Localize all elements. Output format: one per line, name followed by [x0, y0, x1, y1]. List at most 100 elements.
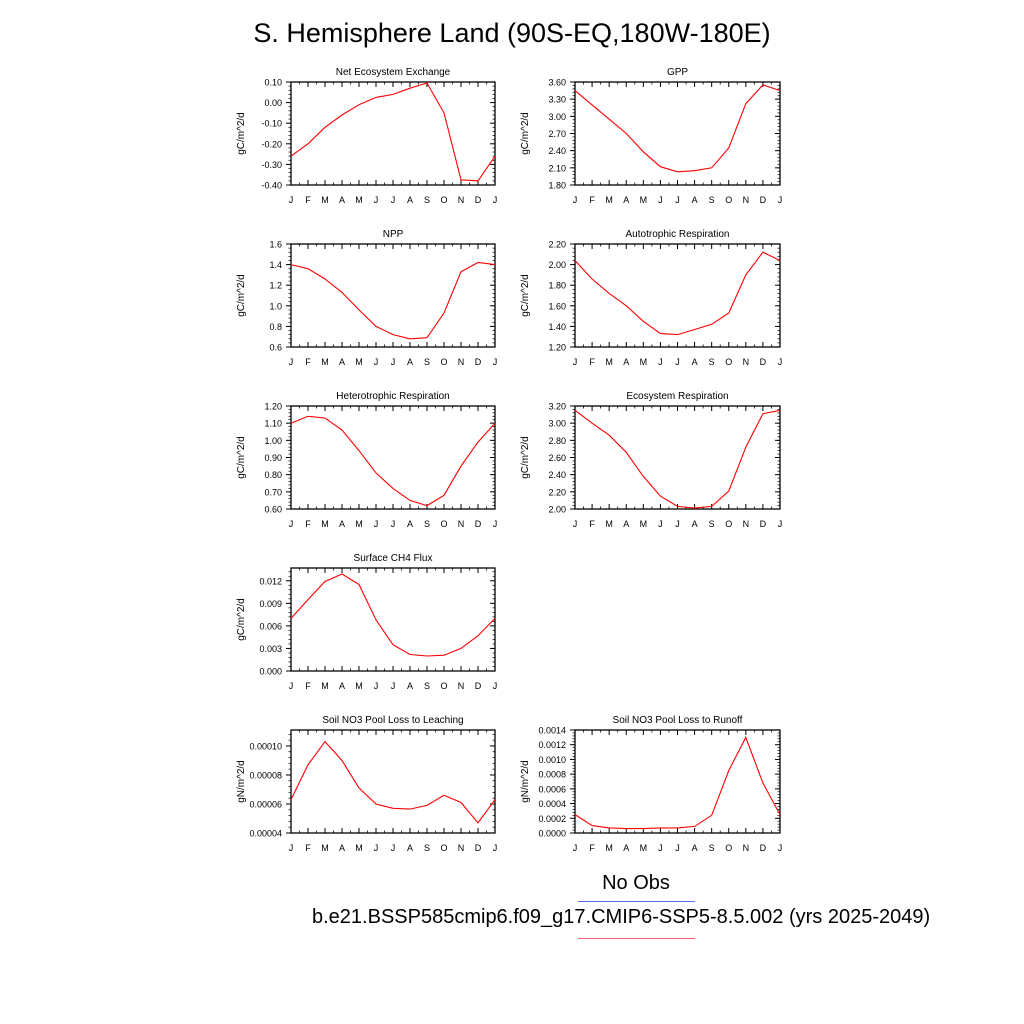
y-tick-label: 1.0 — [269, 301, 282, 311]
x-tick-label: A — [692, 843, 698, 853]
y-tick-label: 1.2 — [269, 281, 282, 291]
x-tick-label: A — [339, 681, 345, 691]
x-tick-label: A — [407, 843, 413, 853]
x-tick-label: O — [440, 519, 447, 529]
plot-frame — [290, 81, 496, 186]
x-tick-label: N — [743, 195, 750, 205]
x-tick-label: D — [760, 195, 767, 205]
x-tick-label: S — [424, 843, 430, 853]
y-tick-label: 1.40 — [548, 322, 566, 332]
y-tick-label: 0.00 — [264, 98, 282, 108]
series-line — [290, 415, 496, 507]
y-axis-label: gC/m^2/d — [236, 598, 247, 641]
chart-title: NPP — [383, 229, 404, 240]
x-tick-label: J — [374, 681, 379, 691]
y-tick-label: 1.20 — [264, 402, 282, 412]
x-tick-label: O — [725, 195, 732, 205]
x-tick-label: O — [725, 843, 732, 853]
plot-frame — [290, 405, 496, 510]
chart-title: Autotrophic Respiration — [626, 229, 730, 240]
x-tick-label: A — [692, 357, 698, 367]
y-tick-label: 3.00 — [548, 112, 566, 122]
x-tick-label: J — [493, 357, 498, 367]
y-tick-label: 2.40 — [548, 146, 566, 156]
x-tick-label: J — [573, 357, 578, 367]
x-tick-label: N — [743, 843, 750, 853]
y-tick-label: 2.00 — [548, 505, 566, 515]
chart-title: Surface CH4 Flux — [354, 553, 433, 564]
y-tick-label: 3.30 — [548, 95, 566, 105]
x-tick-label: D — [475, 195, 482, 205]
series-line — [574, 84, 781, 173]
x-tick-label: N — [458, 357, 465, 367]
x-tick-label: D — [760, 357, 767, 367]
y-tick-label: -0.40 — [261, 181, 282, 191]
y-tick-label: 0.0002 — [538, 814, 566, 824]
x-tick-label: F — [305, 681, 311, 691]
x-tick-label: O — [440, 843, 447, 853]
y-tick-label: 1.6 — [269, 240, 282, 250]
x-tick-label: O — [440, 681, 447, 691]
x-tick-label: M — [321, 357, 329, 367]
x-tick-label: N — [458, 519, 465, 529]
x-tick-label: F — [305, 195, 311, 205]
chart-title: Soil NO3 Pool Loss to Leaching — [322, 715, 463, 726]
x-tick-label: M — [321, 843, 329, 853]
plot-frame — [290, 243, 496, 348]
x-tick-label: J — [675, 357, 680, 367]
x-tick-label: M — [605, 357, 613, 367]
y-tick-label: 0.012 — [259, 576, 282, 586]
x-tick-label: M — [640, 195, 648, 205]
x-tick-label: A — [339, 357, 345, 367]
y-tick-label: 0.0012 — [538, 740, 566, 750]
x-tick-label: D — [760, 843, 767, 853]
x-tick-label: J — [391, 519, 396, 529]
x-tick-label: J — [675, 195, 680, 205]
y-axis-label: gC/m^2/d — [236, 112, 247, 155]
x-tick-label: A — [407, 357, 413, 367]
y-tick-label: 0.003 — [259, 644, 282, 654]
x-tick-label: M — [355, 843, 363, 853]
chart-title: GPP — [667, 67, 688, 78]
y-axis-label: gN/m^2/d — [520, 760, 531, 803]
y-tick-label: 2.20 — [548, 487, 566, 497]
x-tick-label: N — [458, 195, 465, 205]
y-tick-label: 1.80 — [548, 281, 566, 291]
x-tick-label: S — [424, 519, 430, 529]
y-tick-label: 1.80 — [548, 181, 566, 191]
x-tick-label: D — [475, 357, 482, 367]
y-tick-label: 2.00 — [548, 260, 566, 270]
x-tick-label: J — [573, 843, 578, 853]
x-tick-label: O — [725, 357, 732, 367]
y-tick-label: 0.00004 — [249, 829, 282, 839]
x-tick-label: A — [339, 195, 345, 205]
x-tick-label: M — [355, 681, 363, 691]
x-tick-label: J — [658, 357, 663, 367]
x-tick-label: J — [289, 681, 294, 691]
x-tick-label: O — [440, 357, 447, 367]
y-axis-label: gC/m^2/d — [520, 436, 531, 479]
series-line — [574, 409, 781, 509]
x-tick-label: J — [374, 843, 379, 853]
y-tick-label: 2.10 — [548, 163, 566, 173]
x-tick-label: J — [391, 681, 396, 691]
x-tick-label: J — [778, 519, 783, 529]
x-tick-label: J — [289, 519, 294, 529]
x-tick-label: S — [424, 357, 430, 367]
y-tick-label: 2.40 — [548, 470, 566, 480]
x-tick-label: J — [675, 519, 680, 529]
y-tick-label: 2.60 — [548, 453, 566, 463]
x-tick-label: M — [640, 843, 648, 853]
x-tick-label: A — [692, 195, 698, 205]
x-tick-label: M — [321, 681, 329, 691]
x-tick-label: O — [440, 195, 447, 205]
x-tick-label: M — [355, 357, 363, 367]
x-tick-label: A — [692, 519, 698, 529]
x-tick-label: F — [305, 843, 311, 853]
x-tick-label: D — [475, 843, 482, 853]
x-tick-label: D — [475, 681, 482, 691]
